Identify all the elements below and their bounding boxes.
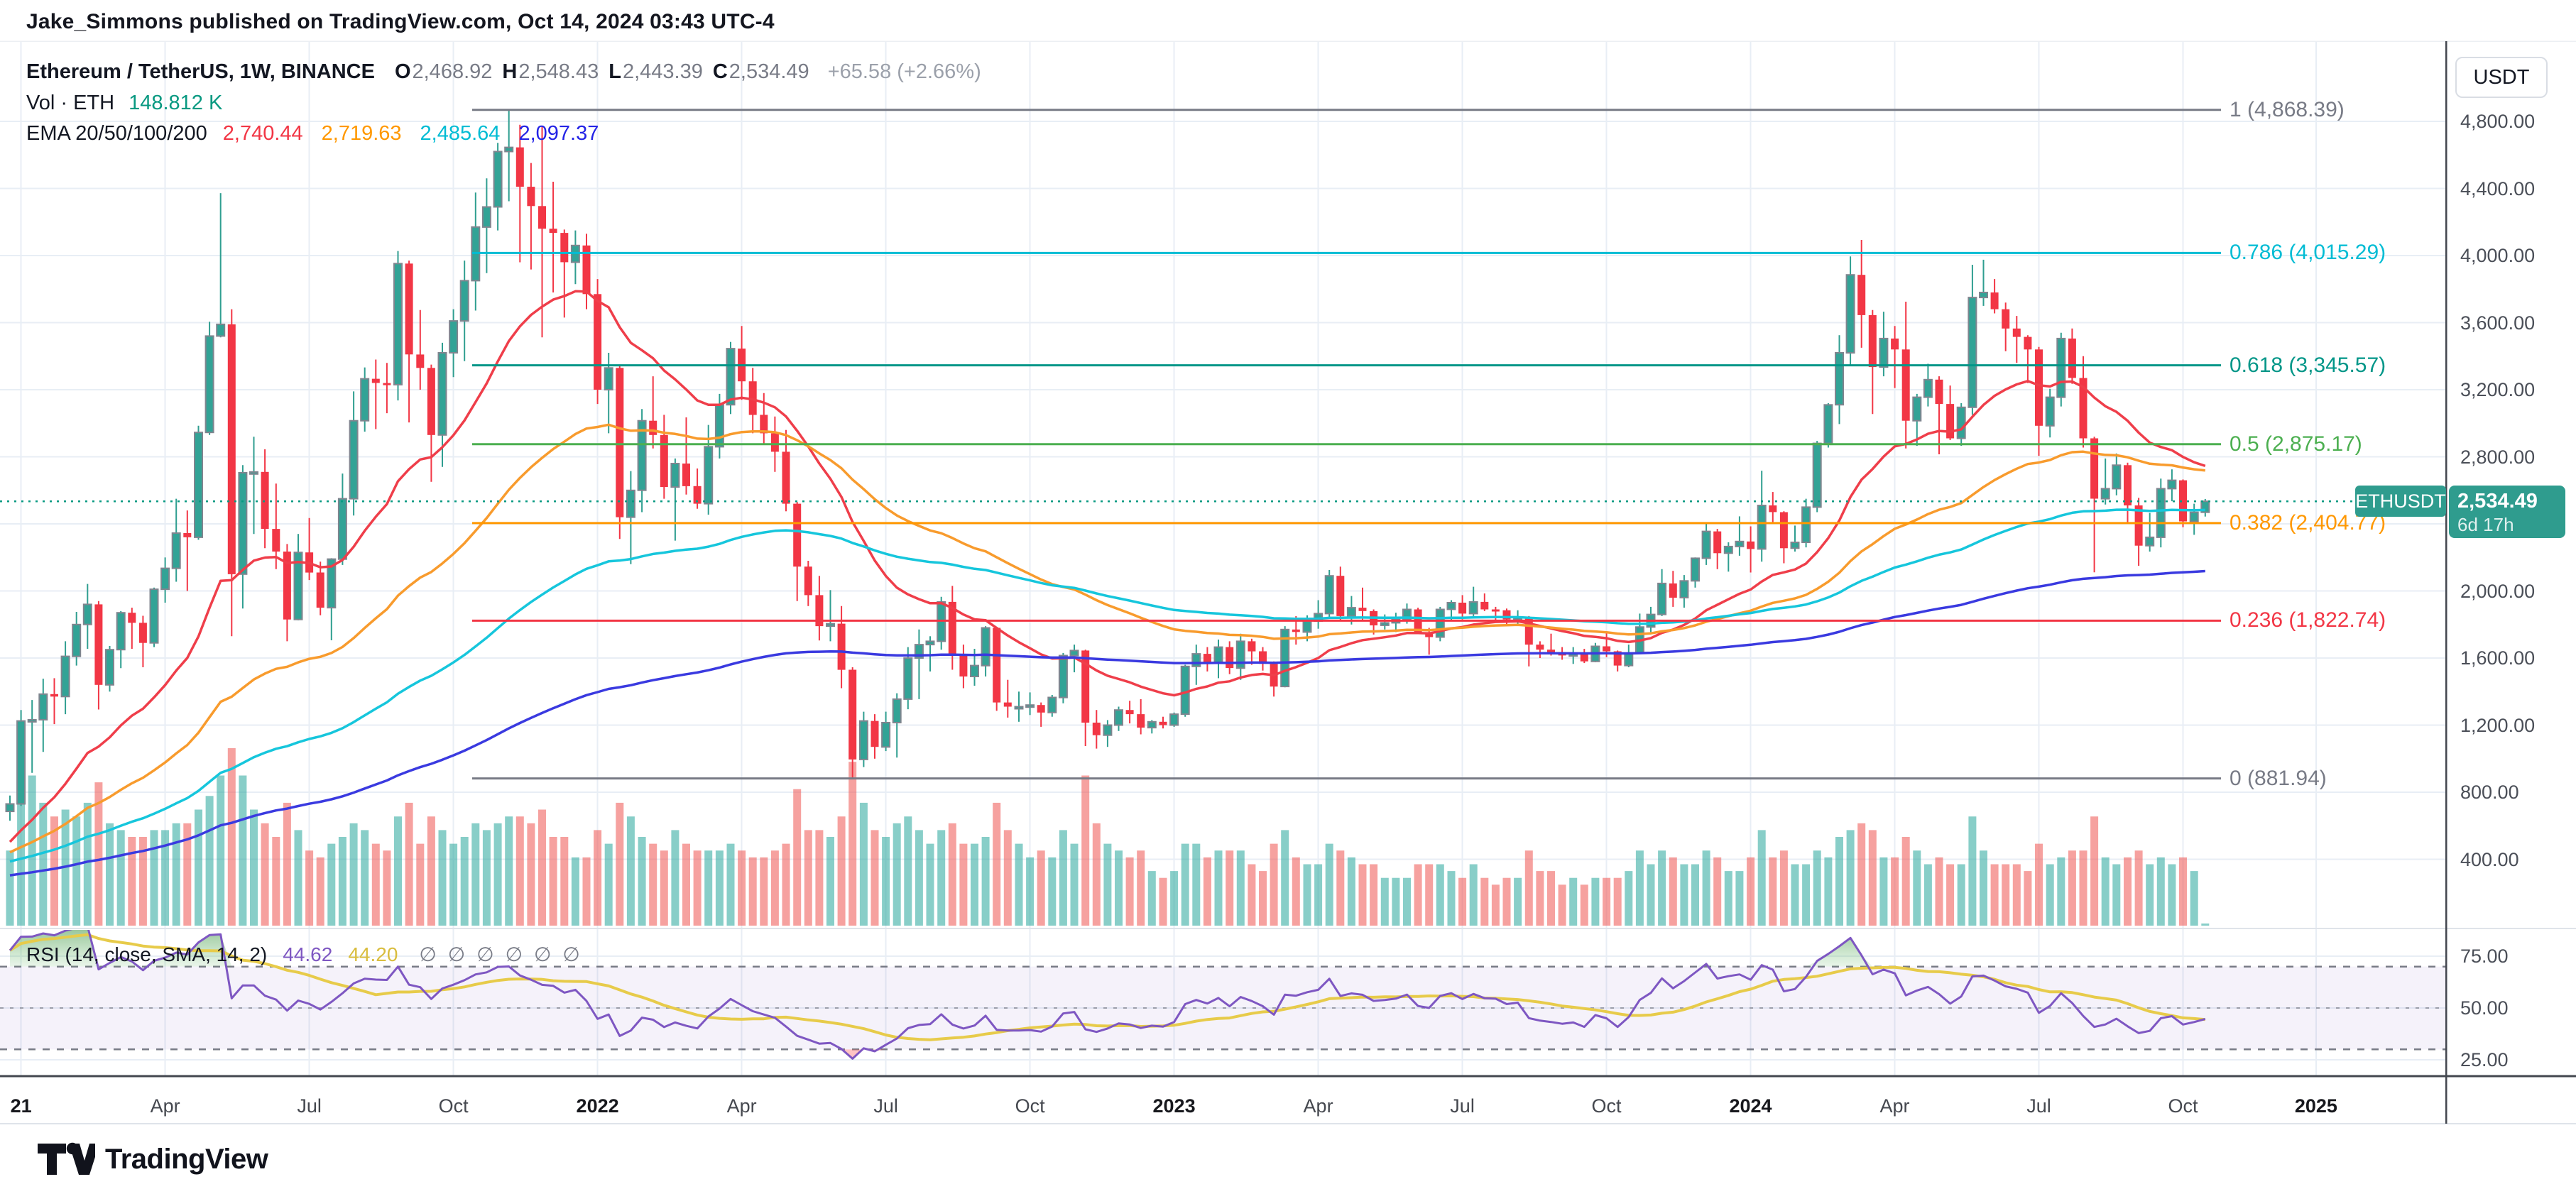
ema-value: 2,485.64 [420, 122, 501, 145]
symbol-price-tab-label: ETHUSDT [2355, 490, 2446, 512]
price-tick-label: 400.00 [2460, 848, 2519, 870]
time-axis-label: Apr [150, 1095, 180, 1117]
price-tick-label: 800.00 [2460, 782, 2519, 803]
price-tick-label: 4,000.00 [2460, 245, 2536, 266]
ema-20-line [9, 290, 2206, 843]
fib-level-label: 0.786 (4,015.29) [2230, 241, 2386, 265]
symbol-legend-row[interactable]: Ethereum / TetherUS, 1W, BINANCE O 2,468.… [26, 60, 981, 84]
last-price-value: 2,534.49 [2457, 490, 2538, 513]
ohlc-values: O 2,468.92 H 2,548.43 L 2,443.39 C 2,534.49 [385, 60, 809, 84]
volume-legend-row[interactable]: Vol · ETH 148.812 K [26, 92, 222, 115]
time-axis-label: Jul [873, 1095, 898, 1117]
rsi-line [9, 930, 2206, 1060]
ohlc-value: 2,443.39 [622, 60, 703, 83]
price-tick-label: 3,200.00 [2460, 379, 2536, 400]
tradingview-brand[interactable]: TradingView [37, 1141, 268, 1177]
rsi-empty-slot: ∅ [447, 943, 466, 965]
ema-100-line [9, 508, 2205, 863]
time-axis-label: 2023 [1152, 1095, 1196, 1117]
fib-level-label: 0 (881.94) [2230, 766, 2327, 790]
ohlc-letter: O [394, 60, 411, 83]
rsi-overbought-fill [10, 930, 2205, 967]
ema-value: 2,740.44 [222, 122, 303, 145]
price-tick-label: 1,200.00 [2460, 714, 2536, 736]
time-axis-label: Apr [1303, 1095, 1333, 1117]
symbol-price-tab: ETHUSDT [2355, 486, 2446, 517]
time-axis-label: Apr [726, 1095, 757, 1117]
time-axis-label: 2025 [2294, 1095, 2337, 1117]
price-tick-label: 2,000.00 [2460, 580, 2536, 602]
price-change: +65.58 (+2.66%) [827, 60, 981, 83]
currency-toggle-button[interactable]: USDT [2455, 57, 2548, 98]
rsi-label: RSI (14, close, SMA, 14, 2) [26, 943, 268, 965]
rsi-empty-slots: ∅ ∅ ∅ ∅ ∅ ∅ [408, 943, 579, 966]
rsi-empty-slot: ∅ [419, 943, 437, 965]
currency-toggle-label: USDT [2473, 65, 2530, 89]
ohlc-value: 2,468.92 [412, 60, 493, 83]
time-axis-label: Oct [2168, 1095, 2198, 1117]
ema-200-line [9, 569, 2205, 877]
price-tick-label: 4,800.00 [2460, 111, 2536, 132]
ema-value: 2,719.63 [321, 122, 402, 145]
rsi-value: 44.62 [283, 943, 333, 965]
rsi-tick-label: 75.00 [2460, 946, 2509, 967]
rsi-tick-label: 50.00 [2460, 997, 2509, 1019]
time-axis-label: Jul [1450, 1095, 1475, 1117]
volume-label: Vol · ETH [26, 92, 115, 114]
rsi-sma-line [9, 933, 2205, 1041]
rsi-empty-slot: ∅ [562, 943, 580, 965]
time-axis-label: Jul [297, 1095, 322, 1117]
ema-values: 2,740.44 2,719.63 2,485.64 2,097.37 [223, 122, 599, 146]
rsi-empty-slot: ∅ [476, 943, 494, 965]
time-axis-label: Jul [2026, 1095, 2051, 1117]
volume-bars [6, 748, 2210, 926]
time-axis-label: Apr [1879, 1095, 1910, 1117]
ema-value: 2,097.37 [518, 122, 599, 145]
rsi-tick-label: 25.00 [2460, 1049, 2509, 1070]
fib-level-label: 0.618 (3,345.57) [2230, 353, 2386, 377]
fib-level-label: 0.5 (2,875.17) [2230, 432, 2362, 456]
bar-countdown: 6d 17h [2457, 514, 2514, 535]
time-axis-label: 21 [10, 1095, 32, 1117]
time-axis-label: Oct [1015, 1095, 1045, 1117]
rsi-legend-row[interactable]: RSI (14, close, SMA, 14, 2) 44.62 44.20 ∅… [26, 943, 580, 966]
rsi-value: 44.20 [348, 943, 398, 965]
rsi-oversold-fill [10, 1049, 2205, 1059]
tradingview-logo-text: TradingView [105, 1143, 268, 1175]
last-price-badge: 2,534.49 6d 17h [2449, 486, 2565, 538]
rsi-empty-slot: ∅ [533, 943, 552, 965]
price-tick-label: 4,400.00 [2460, 177, 2536, 199]
candles [5, 109, 2210, 821]
volume-value: 148.812 K [129, 92, 223, 114]
ohlc-letter: H [502, 60, 518, 83]
rsi-empty-slot: ∅ [505, 943, 523, 965]
price-tick-label: 3,600.00 [2460, 312, 2536, 334]
ohlc-value: 2,534.49 [728, 60, 809, 83]
ema-label: EMA 20/50/100/200 [26, 122, 207, 145]
fib-level-label: 1 (4,868.39) [2230, 97, 2345, 121]
fib-level-label: 0.236 (1,822.74) [2230, 608, 2386, 632]
price-tick-label: 1,600.00 [2460, 647, 2536, 669]
price-tick-label: 2,800.00 [2460, 446, 2536, 468]
rsi-values: 44.62 44.20 [283, 943, 398, 966]
ohlc-value: 2,548.43 [518, 60, 599, 83]
ema-50-line [9, 423, 2205, 854]
ohlc-letter: C [712, 60, 728, 83]
symbol-title: Ethereum / TetherUS, 1W, BINANCE [26, 60, 375, 83]
tradingview-logo-icon [38, 1142, 95, 1175]
time-axis-label: Oct [438, 1095, 469, 1117]
time-axis-label: Oct [1591, 1095, 1622, 1117]
ema-legend-row[interactable]: EMA 20/50/100/200 2,740.44 2,719.63 2,485.… [26, 122, 599, 146]
time-axis-label: 2024 [1729, 1095, 1772, 1117]
time-axis-label: 2022 [576, 1095, 619, 1117]
publish-attribution: Jake_Simmons published on TradingView.co… [26, 10, 775, 33]
ohlc-letter: L [608, 60, 621, 83]
